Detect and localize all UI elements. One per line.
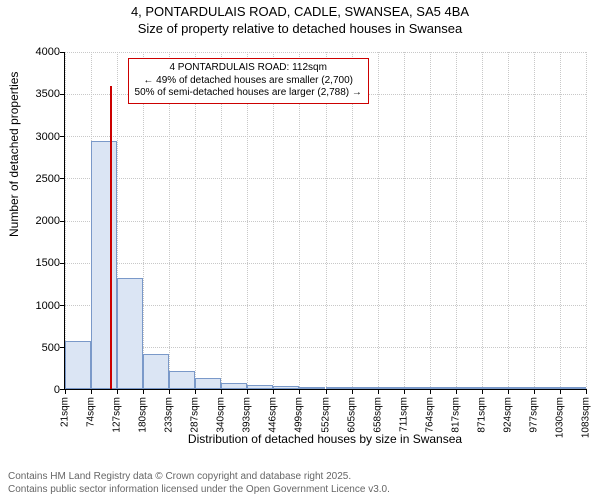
xtick-label: 605sqm [346,397,357,433]
xtick-label: 977sqm [528,397,539,433]
histogram-bar [326,387,352,389]
histogram-bar [169,371,195,389]
xtick-mark [247,389,248,394]
gridline-v [404,52,405,389]
xtick-label: 552sqm [320,397,331,433]
x-axis-label: Distribution of detached houses by size … [64,432,586,446]
histogram-bar [195,378,221,389]
xtick-mark [534,389,535,394]
footer-attribution: Contains HM Land Registry data © Crown c… [8,471,592,496]
xtick-label: 21sqm [60,397,71,427]
ytick-label: 3500 [36,88,60,100]
gridline-v [378,52,379,389]
xtick-mark [273,389,274,394]
title-line1: 4, PONTARDULAIS ROAD, CADLE, SWANSEA, SA… [0,4,600,21]
histogram-bar [352,387,378,389]
histogram-bar [534,387,560,389]
histogram-bar [508,387,534,389]
annotation-line2: ← 49% of detached houses are smaller (2,… [135,75,362,88]
xtick-mark [65,389,66,394]
gridline-v [586,52,587,389]
histogram-bar [299,387,325,389]
xtick-label: 340sqm [216,397,227,433]
xtick-mark [430,389,431,394]
xtick-label: 446sqm [268,397,279,433]
xtick-label: 127sqm [112,397,123,433]
xtick-mark [195,389,196,394]
xtick-label: 233sqm [164,397,175,433]
xtick-mark [508,389,509,394]
xtick-mark [586,389,587,394]
histogram-bar [456,387,482,389]
ytick-label: 3000 [36,131,60,143]
xtick-label: 74sqm [86,397,97,427]
histogram-bar [143,354,169,389]
gridline-v [560,52,561,389]
xtick-label: 499sqm [294,397,305,433]
chart-container: 05001000150020002500300035004000 21sqm74… [0,42,600,448]
xtick-label: 817sqm [450,397,461,433]
ytick-label: 2500 [36,173,60,185]
annotation-box: 4 PONTARDULAIS ROAD: 112sqm ← 49% of det… [128,58,369,104]
histogram-bar [247,385,273,389]
gridline-v [430,52,431,389]
histogram-bar [273,386,299,389]
annotation-line3: 50% of semi-detached houses are larger (… [135,87,362,100]
footer-line1: Contains HM Land Registry data © Crown c… [8,471,592,484]
plot-area: 21sqm74sqm127sqm180sqm233sqm287sqm340sqm… [64,52,586,390]
xtick-label: 658sqm [372,397,383,433]
xtick-label: 393sqm [242,397,253,433]
ytick-label: 0 [54,384,60,396]
xtick-mark [352,389,353,394]
marker-line [110,86,112,389]
histogram-bar [91,141,117,389]
ytick-label: 4000 [36,46,60,58]
xtick-mark [482,389,483,394]
xtick-label: 871sqm [476,397,487,433]
histogram-bar [404,387,430,389]
ytick-label: 1500 [36,257,60,269]
xtick-mark [378,389,379,394]
ytick-label: 500 [42,342,60,354]
xtick-mark [91,389,92,394]
xtick-mark [221,389,222,394]
xtick-mark [143,389,144,394]
histogram-bar [560,387,586,389]
xtick-label: 180sqm [138,397,149,433]
xtick-mark [560,389,561,394]
xtick-mark [456,389,457,394]
gridline-v [482,52,483,389]
xtick-label: 764sqm [424,397,435,433]
histogram-bar [378,387,404,389]
annotation-line1: 4 PONTARDULAIS ROAD: 112sqm [135,62,362,75]
xtick-mark [117,389,118,394]
chart-title: 4, PONTARDULAIS ROAD, CADLE, SWANSEA, SA… [0,0,600,38]
histogram-bar [482,387,508,389]
xtick-mark [169,389,170,394]
xtick-label: 287sqm [190,397,201,433]
gridline-v [65,52,66,389]
histogram-bar [430,387,456,389]
xtick-mark [299,389,300,394]
ytick-label: 1000 [36,300,60,312]
ytick-label: 2000 [36,215,60,227]
y-axis-label: Number of detached properties [7,71,21,236]
histogram-bar [221,383,247,389]
title-line2: Size of property relative to detached ho… [0,21,600,38]
histogram-bar [117,278,143,389]
xtick-label: 924sqm [502,397,513,433]
gridline-v [456,52,457,389]
xtick-label: 711sqm [398,397,409,432]
gridline-v [534,52,535,389]
xtick-mark [404,389,405,394]
gridline-v [508,52,509,389]
xtick-mark [326,389,327,394]
footer-line2: Contains public sector information licen… [8,484,592,497]
histogram-bar [65,341,91,389]
